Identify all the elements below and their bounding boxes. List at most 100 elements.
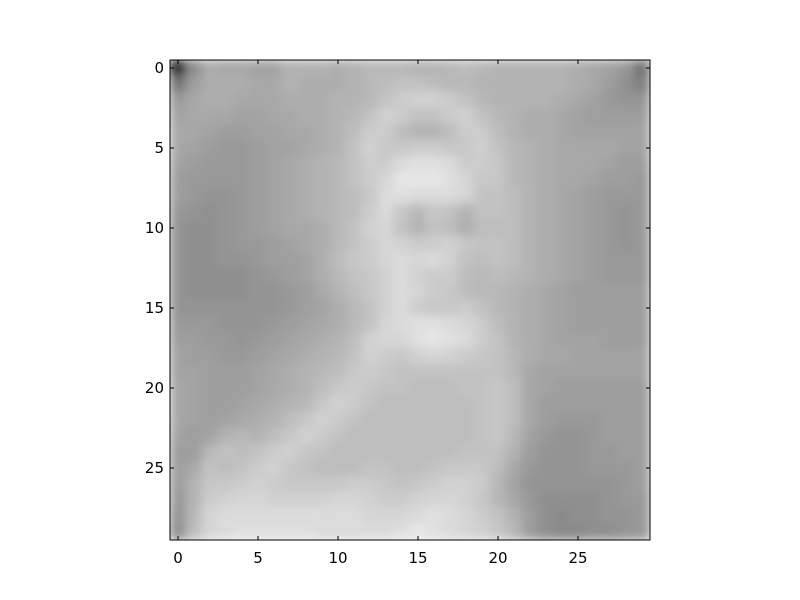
heatmap-cell bbox=[313, 363, 331, 381]
heatmap-cell bbox=[201, 443, 219, 461]
heatmap-cell bbox=[377, 60, 395, 77]
heatmap-cell bbox=[297, 187, 315, 205]
heatmap-cell bbox=[377, 315, 395, 333]
heatmap-cell bbox=[457, 155, 475, 173]
heatmap-cell bbox=[537, 395, 555, 413]
heatmap-cell bbox=[633, 107, 650, 125]
heatmap-cell bbox=[361, 203, 379, 221]
heatmap-cell bbox=[185, 379, 203, 397]
heatmap-cell bbox=[313, 315, 331, 333]
heatmap-cell bbox=[313, 251, 331, 269]
heatmap-cell bbox=[473, 347, 491, 365]
heatmap-cell bbox=[201, 171, 219, 189]
heatmap-cell bbox=[409, 251, 427, 269]
heatmap-cell bbox=[617, 427, 635, 445]
heatmap-cell bbox=[329, 91, 347, 109]
heatmap-cell bbox=[313, 411, 331, 429]
heatmap-cell bbox=[170, 267, 187, 285]
heatmap-cell bbox=[313, 187, 331, 205]
heatmap-cell bbox=[441, 75, 459, 93]
heatmap-cell bbox=[377, 171, 395, 189]
heatmap-cell bbox=[457, 507, 475, 525]
heatmap-cell bbox=[633, 443, 650, 461]
heatmap-cell bbox=[505, 395, 523, 413]
heatmap-cell bbox=[409, 171, 427, 189]
heatmap-cell bbox=[393, 363, 411, 381]
heatmap-cell bbox=[585, 75, 603, 93]
heatmap-cell bbox=[473, 283, 491, 301]
x-tick-label: 25 bbox=[568, 549, 587, 567]
heatmap-cell bbox=[473, 475, 491, 493]
heatmap-cell bbox=[170, 219, 187, 237]
heatmap-cell bbox=[281, 107, 299, 125]
heatmap-cell bbox=[281, 219, 299, 237]
heatmap-cell bbox=[617, 459, 635, 477]
heatmap-cell bbox=[473, 235, 491, 253]
heatmap-cell bbox=[441, 107, 459, 125]
heatmap-cell bbox=[361, 251, 379, 269]
heatmap-cell bbox=[265, 427, 283, 445]
heatmap-cell bbox=[170, 411, 187, 429]
heatmap-cell bbox=[170, 60, 187, 77]
heatmap-cell bbox=[217, 219, 235, 237]
heatmap-cell bbox=[201, 235, 219, 253]
heatmap-cell bbox=[281, 523, 299, 540]
heatmap-cell bbox=[537, 267, 555, 285]
heatmap-cell bbox=[457, 187, 475, 205]
heatmap-cell bbox=[457, 219, 475, 237]
heatmap-cell bbox=[170, 299, 187, 317]
heatmap-cell bbox=[585, 235, 603, 253]
heatmap-cell bbox=[170, 443, 187, 461]
heatmap-cell bbox=[441, 235, 459, 253]
heatmap-cell bbox=[281, 347, 299, 365]
heatmap-cell bbox=[201, 107, 219, 125]
heatmap-cell bbox=[537, 331, 555, 349]
heatmap-cell bbox=[281, 60, 299, 77]
heatmap-cell bbox=[569, 363, 587, 381]
heatmap-cell bbox=[569, 507, 587, 525]
heatmap-cell bbox=[441, 219, 459, 237]
heatmap-cell bbox=[345, 507, 363, 525]
heatmap-cell bbox=[265, 507, 283, 525]
heatmap-cell bbox=[201, 395, 219, 413]
heatmap-cell bbox=[457, 91, 475, 109]
heatmap-cell bbox=[505, 411, 523, 429]
heatmap-cell bbox=[217, 123, 235, 141]
heatmap-cell bbox=[329, 459, 347, 477]
heatmap-cell bbox=[201, 60, 219, 77]
heatmap-image bbox=[170, 60, 650, 540]
heatmap-cell bbox=[425, 331, 443, 349]
heatmap-cell bbox=[569, 459, 587, 477]
x-tick-label: 10 bbox=[328, 549, 347, 567]
heatmap-cell bbox=[409, 139, 427, 157]
heatmap-cell bbox=[441, 299, 459, 317]
heatmap-cell bbox=[185, 123, 203, 141]
heatmap-cell bbox=[425, 459, 443, 477]
heatmap-cell bbox=[617, 347, 635, 365]
heatmap-cell bbox=[249, 347, 267, 365]
heatmap-cell bbox=[249, 395, 267, 413]
heatmap-cell bbox=[201, 299, 219, 317]
heatmap-cell bbox=[569, 299, 587, 317]
heatmap-cell bbox=[601, 427, 619, 445]
heatmap-cell bbox=[201, 139, 219, 157]
heatmap-cell bbox=[249, 411, 267, 429]
heatmap-cell bbox=[377, 123, 395, 141]
heatmap-cell bbox=[393, 235, 411, 253]
heatmap-cell bbox=[505, 459, 523, 477]
heatmap-cell bbox=[425, 347, 443, 365]
heatmap-cell bbox=[425, 123, 443, 141]
heatmap-cell bbox=[249, 459, 267, 477]
heatmap-cell bbox=[377, 523, 395, 540]
heatmap-cell bbox=[521, 267, 539, 285]
heatmap-cell bbox=[249, 427, 267, 445]
heatmap-cell bbox=[505, 523, 523, 540]
heatmap-cell bbox=[361, 379, 379, 397]
heatmap-cell bbox=[377, 491, 395, 509]
heatmap-cell bbox=[585, 171, 603, 189]
heatmap-cell bbox=[585, 60, 603, 77]
heatmap-cell bbox=[569, 155, 587, 173]
heatmap-cell bbox=[617, 123, 635, 141]
heatmap-cell bbox=[601, 123, 619, 141]
heatmap-cell bbox=[569, 171, 587, 189]
